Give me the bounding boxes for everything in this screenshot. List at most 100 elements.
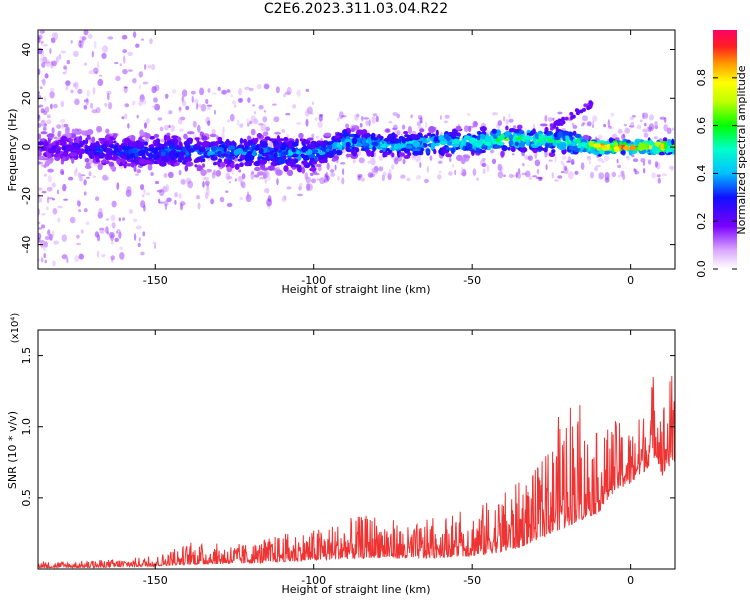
spectrogram-cell xyxy=(174,200,177,205)
spectrogram-cell xyxy=(163,134,168,142)
spectrogram-cell xyxy=(531,145,539,149)
spectrogram-cell xyxy=(97,78,104,86)
spectrogram-cell xyxy=(359,122,363,128)
spectrogram-cell xyxy=(276,135,280,141)
snr-marks xyxy=(38,375,675,569)
spectrogram-cell xyxy=(637,146,645,151)
spectrogram-cell xyxy=(534,159,541,167)
spectrogram-cell xyxy=(244,86,251,91)
spectrogram-cell xyxy=(144,64,147,70)
spectrogram-cell xyxy=(267,165,276,171)
spectrogram-cell xyxy=(294,158,299,163)
spectrogram-cell xyxy=(504,131,510,138)
spectrogram-cell xyxy=(231,149,235,154)
spectrogram-cell xyxy=(501,145,508,152)
snr-y-ticks: 0.5 1.0 1.5 xyxy=(20,347,675,507)
spectrogram-cell xyxy=(182,100,187,107)
spectrogram-cell xyxy=(57,132,61,138)
spectrogram-cell xyxy=(71,157,75,164)
spectrogram-y-label: Frequency (Hz) xyxy=(6,109,19,192)
spectrogram-cell xyxy=(264,188,270,194)
spectrogram-cell xyxy=(319,159,324,164)
spectrogram-cell xyxy=(61,254,68,260)
spectrogram-cell xyxy=(116,229,121,232)
spectrogram-cell xyxy=(88,171,92,177)
spectrogram-cell xyxy=(334,135,340,139)
spectrogram-cell xyxy=(505,119,510,125)
spectrogram-cell xyxy=(380,144,386,148)
spectrogram-cell xyxy=(285,141,291,145)
spectrogram-cell xyxy=(479,126,487,132)
spectrogram-cell xyxy=(363,117,370,120)
spectrogram-cell xyxy=(236,119,240,126)
spectrogram-cell xyxy=(391,164,395,170)
y-tick-label: 1.0 xyxy=(20,418,33,436)
spectrogram-cell xyxy=(90,144,97,151)
spectrogram-cell xyxy=(46,206,49,211)
spectrogram-cell xyxy=(292,104,297,109)
spectrogram-cell xyxy=(78,148,86,155)
spectrogram-cell xyxy=(43,96,46,103)
spectrogram-cell xyxy=(633,168,636,172)
spectrogram-cell xyxy=(434,142,440,147)
spectrogram-cell xyxy=(306,144,314,149)
spectrogram-cell xyxy=(114,61,119,65)
spectrogram-cell xyxy=(419,161,422,168)
spectrogram-cell xyxy=(227,119,230,123)
spectrogram-cell xyxy=(287,169,294,176)
spectrogram-cell xyxy=(125,163,133,167)
spectrogram-cell xyxy=(221,132,225,140)
y-tick-label: 0.5 xyxy=(20,489,33,507)
spectrogram-cell xyxy=(94,231,99,238)
spectrogram-cell xyxy=(263,173,267,179)
spectrogram-cell xyxy=(654,121,658,128)
spectrogram-cell xyxy=(206,104,213,107)
spectrogram-cell xyxy=(184,165,189,172)
spectrogram-cell xyxy=(491,128,497,134)
spectrogram-cell xyxy=(644,122,647,127)
spectrogram-cell xyxy=(372,145,376,152)
spectrogram-cell xyxy=(88,70,95,75)
spectrogram-cell xyxy=(263,110,267,113)
spectrogram-cell xyxy=(133,31,137,38)
spectrogram-cell xyxy=(199,87,205,96)
x-tick-label: -50 xyxy=(463,574,481,587)
spectrogram-cell xyxy=(135,43,140,48)
spectrogram-cell xyxy=(135,173,139,176)
spectrogram-cell xyxy=(293,164,302,168)
spectrogram-cell xyxy=(215,170,222,177)
spectrogram-cell xyxy=(540,176,543,180)
spectrogram-cell xyxy=(83,179,87,186)
spectrogram-cell xyxy=(382,152,386,158)
spectrogram-cell xyxy=(205,98,209,105)
spectrogram-cell xyxy=(167,171,174,179)
spectrogram-cell xyxy=(120,142,128,147)
spectrogram-cell xyxy=(484,136,492,143)
spectrogram-cell xyxy=(301,146,309,152)
spectrogram-cell xyxy=(342,141,347,147)
spectrogram-cell xyxy=(226,89,231,93)
spectrogram-cell xyxy=(75,167,78,173)
spectrogram-cell xyxy=(160,157,168,162)
spectrogram-cell xyxy=(305,183,311,192)
spectrogram-cell xyxy=(377,134,381,138)
spectrogram-cell xyxy=(454,169,457,176)
spectrogram-cell xyxy=(466,143,473,150)
spectrogram-cell xyxy=(111,240,114,245)
spectrogram-cell xyxy=(116,230,119,234)
spectrogram-cell xyxy=(575,139,581,144)
spectrogram-cell xyxy=(371,141,379,146)
spectrogram-cell xyxy=(45,59,51,68)
spectrogram-cell xyxy=(402,158,406,165)
spectrogram-cell xyxy=(38,123,42,128)
spectrogram-cell xyxy=(536,176,541,179)
spectrogram-cell xyxy=(296,193,303,197)
spectrogram-cell xyxy=(118,231,122,239)
spectrogram-cell xyxy=(370,157,376,166)
spectrogram-cell xyxy=(140,184,145,191)
spectrogram-cell xyxy=(406,177,411,182)
spectrogram-cell xyxy=(254,166,261,172)
spectrogram-cell xyxy=(580,162,585,171)
spectrogram-cell xyxy=(164,124,169,131)
spectrogram-cell xyxy=(358,157,365,164)
